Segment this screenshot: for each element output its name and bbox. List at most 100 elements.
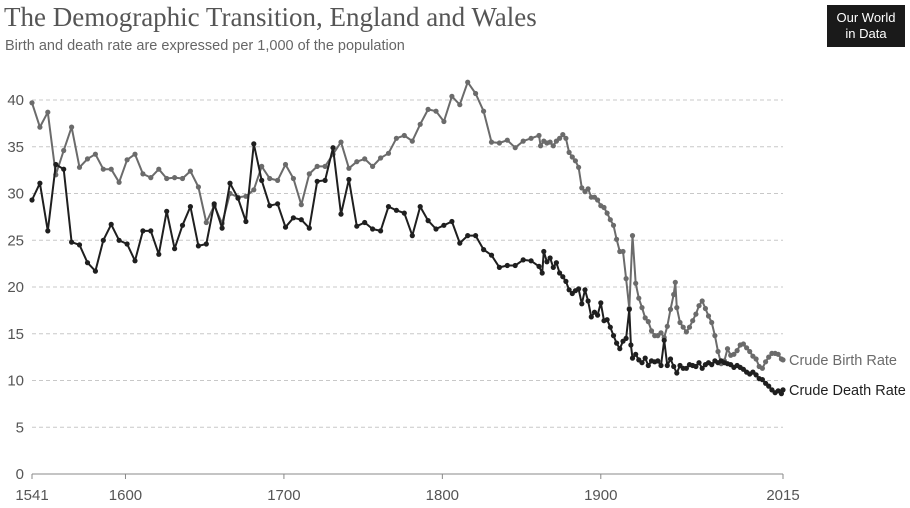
- data-point-birth-rate: [579, 185, 585, 191]
- data-point-birth-rate: [620, 248, 626, 255]
- data-point-death-rate: [585, 298, 591, 304]
- data-point-birth-rate: [322, 163, 328, 169]
- data-point-death-rate: [322, 177, 328, 183]
- data-point-birth-rate: [164, 175, 170, 182]
- data-point-birth-rate: [251, 187, 257, 193]
- data-point-birth-rate: [686, 324, 693, 330]
- data-point-death-rate: [84, 260, 91, 266]
- data-point-birth-rate: [775, 351, 781, 357]
- data-point-death-rate: [401, 210, 407, 216]
- data-point-birth-rate: [680, 324, 686, 330]
- data-point-death-rate: [661, 337, 667, 343]
- data-point-death-rate: [282, 224, 289, 230]
- data-point-birth-rate: [92, 151, 98, 157]
- data-point-birth-rate: [132, 151, 138, 157]
- data-point-death-rate: [164, 208, 170, 214]
- data-point-death-rate: [566, 287, 572, 293]
- data-point-birth-rate: [693, 311, 699, 317]
- data-point-birth-rate: [604, 210, 610, 216]
- data-point-birth-rate: [370, 163, 376, 169]
- data-point-birth-rate: [724, 346, 731, 352]
- data-point-death-rate: [759, 377, 766, 383]
- data-point-birth-rate: [306, 171, 312, 177]
- data-point-death-rate: [696, 360, 702, 366]
- data-point-birth-rate: [61, 147, 67, 154]
- data-point-death-rate: [582, 287, 588, 293]
- data-point-birth-rate: [76, 164, 83, 170]
- data-point-death-rate: [671, 363, 677, 370]
- series-death-rate: [29, 141, 786, 397]
- data-point-birth-rate: [417, 121, 423, 127]
- data-point-death-rate: [132, 258, 138, 264]
- data-point-birth-rate: [536, 132, 542, 139]
- data-point-death-rate: [607, 324, 613, 330]
- chart-subtitle: Birth and death rate are expressed per 1…: [5, 38, 405, 54]
- data-point-death-rate: [227, 180, 233, 186]
- data-point-death-rate: [610, 333, 617, 339]
- owid-logo[interactable]: Our World in Data: [827, 5, 905, 47]
- data-point-birth-rate: [766, 354, 772, 360]
- data-point-birth-rate: [744, 345, 750, 351]
- y-tick-label: 35: [7, 139, 24, 156]
- owid-logo-line2: in Data: [845, 26, 887, 41]
- data-point-death-rate: [563, 278, 569, 284]
- data-point-birth-rate: [282, 161, 289, 168]
- data-point-birth-rate: [614, 236, 620, 242]
- data-point-death-rate: [370, 226, 376, 232]
- data-point-birth-rate: [550, 143, 556, 149]
- data-point-birth-rate: [203, 219, 209, 226]
- y-tick-label: 0: [16, 466, 24, 483]
- data-point-birth-rate: [409, 138, 415, 144]
- data-point-birth-rate: [563, 135, 569, 141]
- data-point-death-rate: [385, 204, 392, 210]
- data-point-death-rate: [780, 387, 786, 393]
- data-point-death-rate: [629, 355, 636, 361]
- data-point-birth-rate: [172, 175, 178, 181]
- data-point-birth-rate: [780, 357, 786, 363]
- data-point-birth-rate: [425, 106, 431, 112]
- data-point-birth-rate: [667, 306, 674, 312]
- data-point-birth-rate: [595, 197, 601, 203]
- data-point-death-rate: [520, 257, 526, 263]
- data-point-birth-rate: [504, 137, 510, 143]
- data-point-birth-rate: [275, 177, 281, 183]
- data-point-birth-rate: [601, 204, 607, 211]
- data-point-death-rate: [290, 215, 296, 221]
- data-point-birth-rate: [362, 156, 368, 162]
- data-point-death-rate: [626, 306, 632, 312]
- data-point-death-rate: [346, 176, 352, 183]
- data-point-death-rate: [61, 166, 67, 172]
- y-tick-label: 10: [7, 373, 24, 390]
- data-point-birth-rate: [560, 132, 566, 138]
- data-point-death-rate: [378, 228, 384, 234]
- data-point-death-rate: [425, 218, 431, 224]
- data-point-death-rate: [354, 223, 360, 229]
- data-point-death-rate: [655, 358, 661, 364]
- data-point-death-rate: [512, 262, 518, 269]
- data-point-death-rate: [674, 370, 680, 376]
- x-tick-label: 1600: [109, 487, 142, 504]
- data-point-death-rate: [623, 335, 629, 341]
- data-point-death-rate: [547, 255, 553, 261]
- series-line-death-rate: [31, 142, 784, 395]
- data-point-birth-rate: [528, 135, 534, 141]
- data-point-death-rate: [449, 218, 455, 225]
- data-point-birth-rate: [140, 171, 146, 177]
- data-point-birth-rate: [658, 330, 664, 336]
- data-point-death-rate: [693, 363, 699, 370]
- data-point-birth-rate: [441, 118, 447, 125]
- data-point-birth-rate: [557, 135, 563, 141]
- data-point-death-rate: [457, 240, 463, 246]
- data-point-birth-rate: [433, 108, 439, 114]
- data-point-death-rate: [76, 242, 83, 248]
- x-tick-label: 1800: [426, 487, 459, 504]
- data-point-birth-rate: [457, 102, 463, 108]
- data-point-birth-rate: [393, 135, 399, 141]
- data-point-death-rate: [338, 211, 344, 217]
- data-point-death-rate: [753, 372, 759, 378]
- data-point-birth-rate: [683, 329, 690, 335]
- data-point-death-rate: [108, 221, 114, 227]
- data-point-death-rate: [465, 233, 471, 239]
- data-point-death-rate: [179, 222, 186, 228]
- data-point-birth-rate: [124, 157, 130, 163]
